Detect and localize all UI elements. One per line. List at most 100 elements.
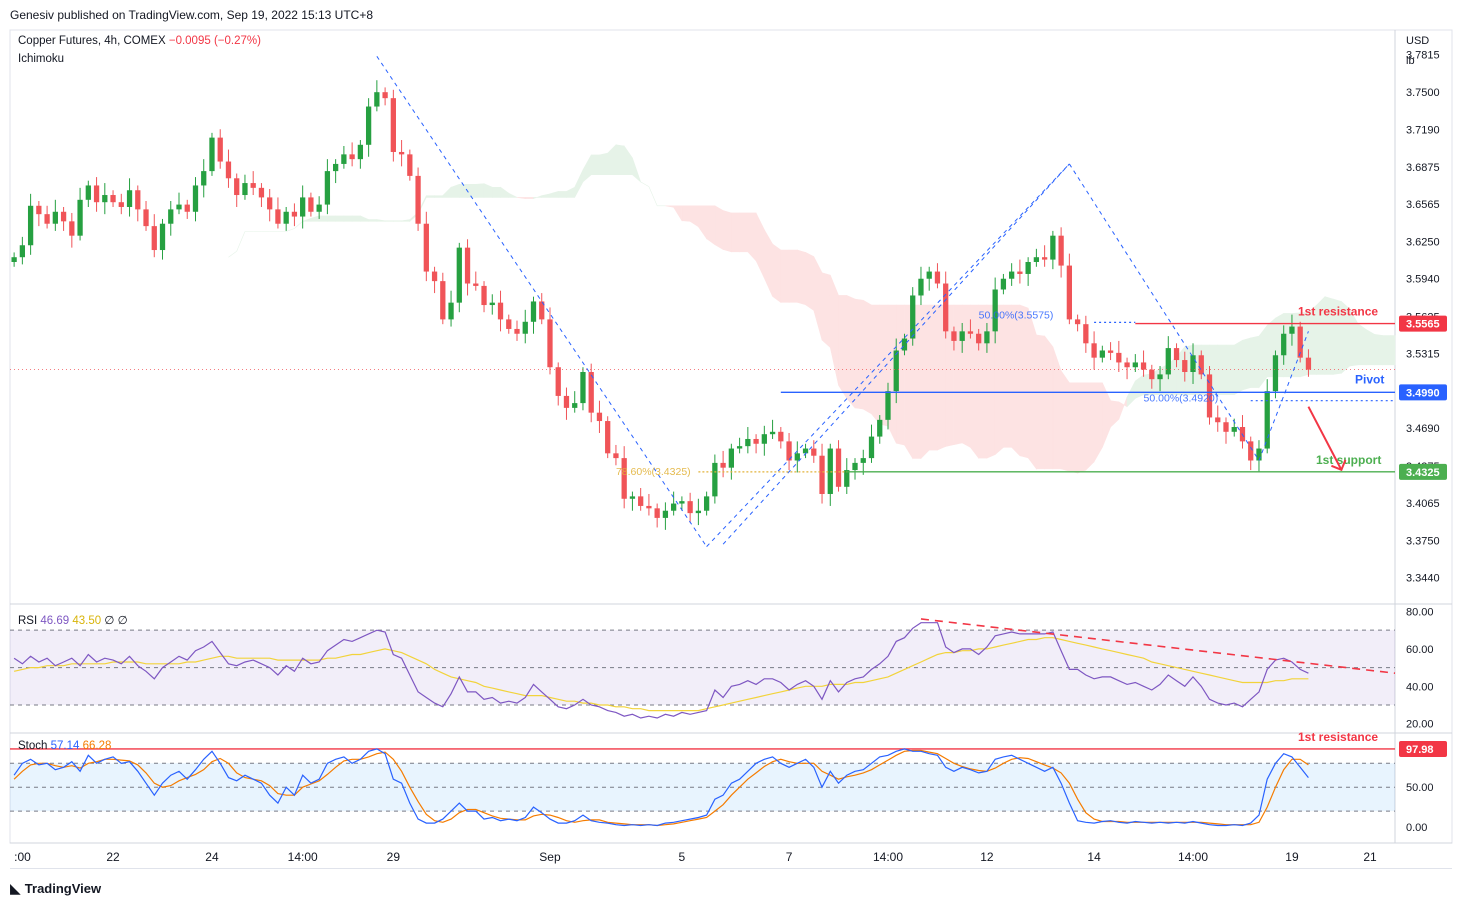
candle-body — [679, 501, 685, 504]
candle-body — [1206, 374, 1213, 418]
candle-body — [1099, 350, 1105, 358]
tradingview-logo[interactable]: ◣ TradingView — [10, 880, 101, 897]
cloud-segment — [376, 219, 386, 222]
cloud-segment — [335, 215, 345, 222]
cloud-segment — [829, 275, 839, 386]
stoch-resistance-label: 1st resistance — [1298, 730, 1378, 744]
rsi-legend[interactable]: RSI 46.69 43.50 ∅ ∅ — [18, 613, 128, 627]
cloud-segment — [401, 219, 411, 222]
candle-body — [1074, 319, 1081, 325]
candle-body — [1215, 417, 1221, 423]
candle-body — [217, 137, 223, 162]
projection-arrowhead — [1331, 459, 1347, 472]
rsi-value: 46.69 — [40, 615, 70, 627]
resistance-label: 1st resistance — [1298, 305, 1378, 319]
candle-body — [374, 92, 380, 107]
cloud-segment — [302, 217, 312, 222]
cloud-segment — [871, 304, 881, 425]
candle-body — [580, 372, 586, 404]
candle-body — [959, 331, 965, 341]
candle-body — [1140, 362, 1147, 370]
symbol-legend[interactable]: Copper Futures, 4h, COMEX −0.0095 (−0.27… — [18, 35, 261, 47]
indicator-legend[interactable]: Ichimoku — [18, 53, 65, 65]
currency-unit[interactable]: USD — [1406, 35, 1430, 47]
cloud-segment — [236, 231, 246, 252]
cloud-segment — [1052, 346, 1062, 470]
cloud-segment — [689, 205, 699, 228]
cloud-segment — [442, 186, 452, 198]
cloud-segment — [491, 186, 501, 198]
price-tick-label: 3.6875 — [1406, 162, 1440, 174]
candle-body — [300, 197, 306, 217]
candle-body — [629, 496, 636, 499]
stoch-tick-label: 50.00 — [1406, 782, 1434, 794]
price-tick-label: 3.5315 — [1406, 348, 1440, 360]
cloud-segment — [599, 152, 608, 175]
candle-body — [687, 501, 693, 514]
trend-line — [722, 163, 1070, 545]
stoch-legend[interactable]: Stoch 57.14 66.28 — [18, 740, 111, 752]
cloud-segment — [483, 183, 493, 198]
candle-body — [720, 462, 726, 468]
candle-body — [819, 455, 825, 494]
cloud-segment — [1126, 380, 1136, 408]
cloud-segment — [1357, 322, 1367, 366]
time-tick-label: 22 — [106, 850, 120, 864]
time-tick-label: 14:00 — [873, 850, 903, 864]
candle-body — [1305, 357, 1312, 370]
fib-label: 78.60%(3.4325) — [616, 466, 691, 478]
time-tick-label: 14:00 — [1178, 850, 1208, 864]
cloud-segment — [788, 249, 798, 303]
candle-body — [1066, 265, 1072, 320]
candle-body — [497, 302, 504, 320]
candle-body — [621, 458, 627, 499]
candle-body — [1107, 350, 1114, 353]
price-tag — [1399, 463, 1447, 480]
candle-body — [860, 458, 866, 463]
cloud-segment — [318, 215, 328, 222]
rsi-ma-value: 43.50 — [72, 615, 102, 627]
time-tick-label: :00 — [14, 850, 31, 864]
rsi-ma-line — [13, 637, 1309, 712]
candle-body — [918, 278, 924, 296]
candle-body — [481, 285, 487, 306]
price-tick-label: 3.7500 — [1406, 87, 1440, 99]
candle-body — [143, 209, 149, 227]
time-tick-label: 29 — [387, 850, 401, 864]
candle-body — [934, 271, 941, 284]
cloud-segment — [607, 144, 617, 175]
candle-body — [506, 319, 512, 329]
candle-body — [1281, 333, 1287, 356]
candle-body — [1033, 257, 1040, 262]
candle-body — [1165, 348, 1171, 375]
candle-body — [456, 247, 462, 303]
cloud-segment — [615, 144, 625, 175]
candle-body — [333, 163, 339, 172]
trend-line — [1068, 163, 1260, 461]
candle-body — [242, 183, 248, 196]
candle-body — [539, 301, 545, 320]
trend-line — [376, 56, 708, 547]
candle-body — [547, 319, 553, 368]
candle-body — [596, 412, 603, 422]
candle-body — [1083, 324, 1089, 344]
candle-body — [868, 436, 875, 459]
candle-body — [1132, 362, 1138, 368]
rsi-tick-label: 40.00 — [1406, 681, 1434, 693]
candle-body — [448, 302, 454, 320]
candle-body — [431, 271, 438, 282]
candle-body — [176, 204, 182, 210]
cloud-segment — [780, 249, 790, 303]
price-tag — [1399, 384, 1447, 401]
cloud-segment — [286, 228, 295, 232]
time-tick-label: 21 — [1363, 850, 1377, 864]
candle-body — [769, 431, 776, 435]
cloud-segment — [805, 251, 815, 311]
cloud-segment — [838, 295, 848, 400]
cloud-segment — [1011, 304, 1021, 457]
quantity-unit: lb — [1406, 55, 1415, 67]
candle-body — [1116, 352, 1122, 363]
time-tick-label: 19 — [1285, 850, 1299, 864]
cloud-segment — [450, 183, 460, 198]
